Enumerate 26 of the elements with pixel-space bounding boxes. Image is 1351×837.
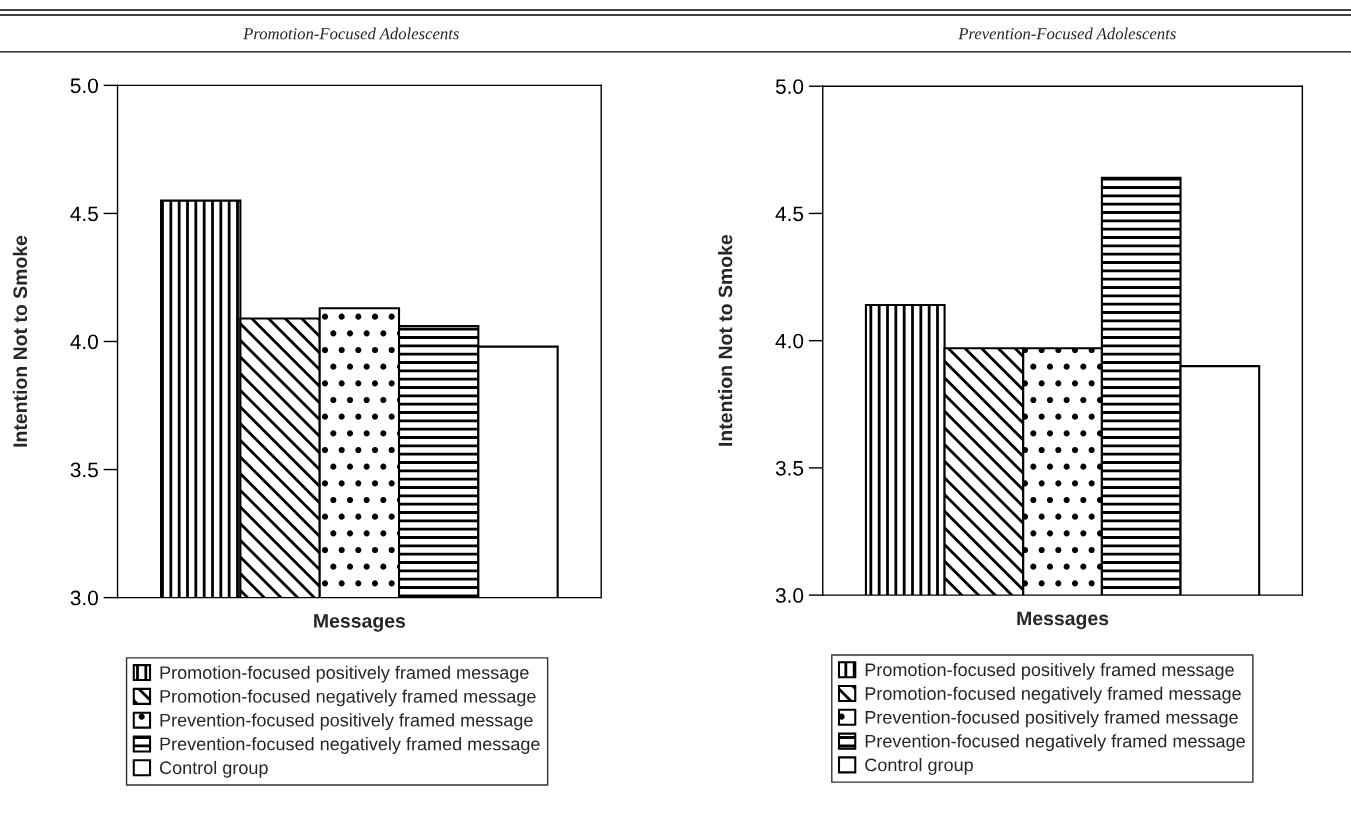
- y-axis-title: Intention Not to Smoke: [12, 235, 28, 447]
- legend-label: Prevention-focused negatively framed message: [160, 737, 540, 754]
- legend-label: Prevention-focused positively framed message: [160, 713, 533, 731]
- legend-label: Promotion-focused negatively framed message: [865, 686, 1241, 704]
- legend-label: Control group: [159, 760, 268, 778]
- y-tick-label: 3.5: [70, 462, 98, 478]
- legend-label: Promotion-focused positively framed message: [160, 665, 529, 683]
- chart-title: Promotion-Focused Adolescents: [243, 27, 459, 40]
- legend-label: Promotion-focused negatively framed message: [160, 689, 536, 707]
- x-axis-title: Messages: [1017, 611, 1109, 630]
- legend-label: Prevention-focused positively framed message: [865, 710, 1238, 728]
- y-tick-label: 3.0: [775, 588, 804, 603]
- y-tick-label: 3.5: [775, 460, 804, 476]
- x-axis-title: Messages: [314, 614, 406, 632]
- legend-label: Prevention-focused negatively framed message: [865, 734, 1245, 752]
- legend-label: Promotion-focused positively framed message: [865, 662, 1234, 680]
- y-tick-label: 4.5: [70, 206, 98, 222]
- chart-title: Prevention-Focused Adolescents: [958, 27, 1176, 40]
- legend-label: Control group: [865, 758, 973, 775]
- y-tick-label: 3.0: [70, 590, 98, 606]
- y-tick-label: 5.0: [70, 78, 98, 94]
- y-tick-label: 5.0: [775, 79, 804, 94]
- y-tick-label: 4.5: [775, 206, 804, 222]
- y-axis-title: Intention Not to Smoke: [718, 234, 733, 446]
- y-tick-label: 4.0: [70, 334, 98, 350]
- y-tick-label: 4.0: [775, 333, 804, 349]
